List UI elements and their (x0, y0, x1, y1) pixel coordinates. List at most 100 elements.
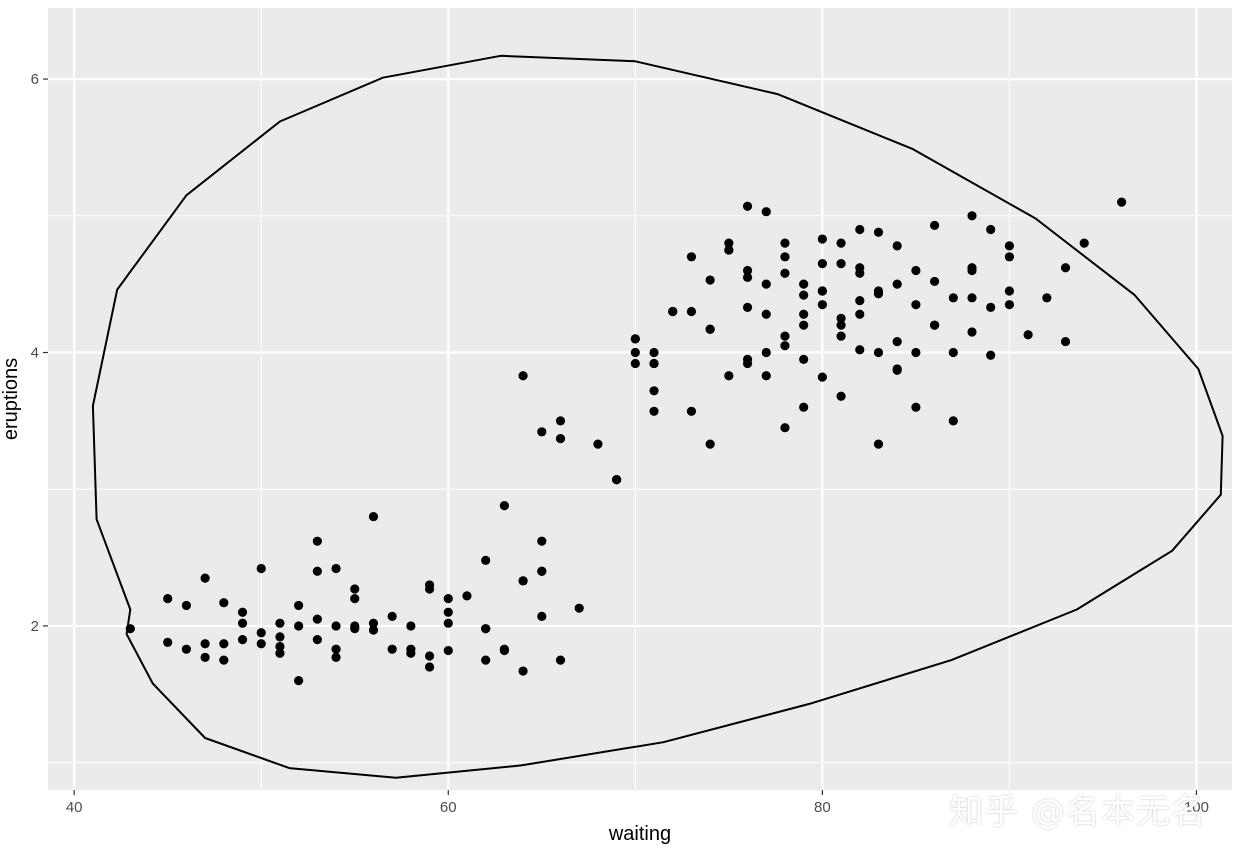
data-point (387, 644, 397, 654)
data-points (125, 197, 1127, 686)
data-point (219, 655, 229, 665)
data-point (630, 358, 640, 369)
data-point (537, 536, 547, 546)
data-point (481, 655, 491, 665)
data-point (406, 648, 416, 658)
data-point (312, 635, 322, 645)
data-point (368, 625, 379, 635)
data-point (780, 238, 790, 248)
data-point (331, 621, 341, 631)
data-point (873, 439, 884, 449)
data-point (705, 324, 715, 334)
data-point (219, 598, 229, 608)
data-point (1004, 286, 1015, 296)
data-point (780, 331, 790, 341)
data-point (462, 591, 472, 601)
data-point (555, 416, 566, 426)
data-point (1060, 336, 1071, 347)
data-point (331, 652, 341, 662)
data-point (705, 439, 715, 449)
data-point (967, 327, 977, 337)
data-point (294, 676, 304, 686)
data-point (761, 279, 771, 289)
data-point (1004, 241, 1015, 251)
data-point (742, 201, 753, 211)
data-point (237, 618, 248, 628)
data-point (799, 320, 809, 330)
data-point (612, 475, 622, 485)
data-point (350, 594, 360, 604)
data-point (911, 402, 921, 412)
data-point (406, 621, 416, 631)
data-point (855, 268, 865, 278)
data-point (181, 644, 192, 654)
data-point (555, 434, 566, 444)
data-point (294, 621, 304, 631)
data-point (817, 234, 827, 244)
data-point (1023, 330, 1033, 340)
data-point (424, 662, 435, 672)
data-point (125, 624, 135, 634)
data-point (668, 306, 678, 317)
data-point (350, 584, 360, 594)
data-point (780, 341, 790, 351)
data-point (873, 227, 884, 237)
data-point (892, 336, 902, 347)
data-point (537, 611, 547, 621)
data-point (817, 372, 827, 382)
data-point (836, 320, 846, 330)
data-point (948, 293, 958, 303)
data-point (799, 290, 809, 300)
data-point (686, 406, 697, 416)
data-point (929, 220, 940, 230)
data-point (630, 347, 640, 358)
data-point (761, 347, 771, 358)
data-point (200, 652, 210, 662)
y-tick-label: 4 (31, 345, 39, 362)
data-point (537, 566, 547, 576)
data-point (1004, 252, 1015, 262)
data-point (724, 371, 734, 381)
data-point (649, 406, 659, 416)
data-point (1117, 197, 1127, 207)
data-point (294, 600, 304, 611)
data-point (275, 648, 285, 658)
data-point (424, 584, 435, 594)
data-point (312, 614, 322, 624)
data-point (481, 624, 491, 634)
data-point (780, 423, 790, 433)
x-tick-label: 60 (440, 799, 457, 816)
data-point (649, 386, 659, 396)
data-point (387, 611, 397, 621)
data-point (986, 350, 996, 360)
data-point (499, 645, 509, 656)
data-point (312, 566, 322, 576)
data-point (855, 309, 865, 319)
data-point (649, 347, 659, 358)
data-point (799, 402, 809, 412)
data-point (200, 639, 210, 649)
data-point (686, 306, 697, 317)
x-tick-label: 40 (66, 799, 83, 816)
y-axis-title: eruptions (0, 358, 22, 440)
data-point (593, 439, 603, 449)
data-point (967, 265, 977, 276)
data-point (836, 391, 846, 401)
data-point (424, 651, 435, 661)
x-axis-ticks: 40 60 80 100 (66, 790, 1209, 816)
minor-gridlines (48, 8, 1232, 790)
data-point (200, 573, 210, 583)
data-point (929, 276, 940, 287)
data-point (499, 501, 509, 511)
data-point (275, 641, 285, 652)
data-point (312, 536, 322, 546)
data-point (948, 416, 958, 426)
data-point (705, 275, 715, 285)
data-point (911, 300, 921, 310)
data-point (836, 331, 846, 341)
data-point (163, 594, 173, 604)
data-point (817, 259, 827, 269)
data-point (1060, 263, 1071, 273)
data-point (911, 347, 921, 358)
